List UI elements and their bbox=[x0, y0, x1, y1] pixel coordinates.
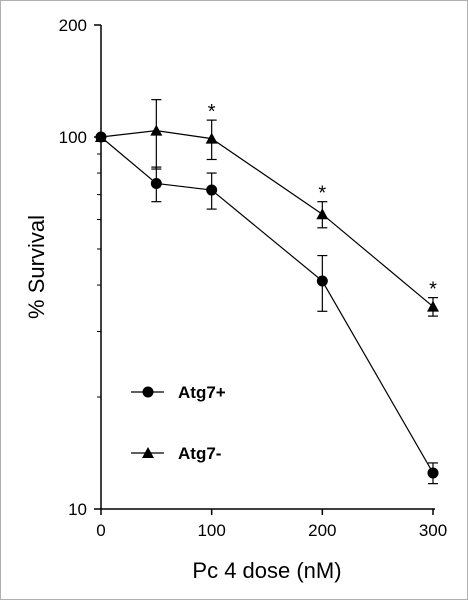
x-tick-label: 100 bbox=[197, 521, 225, 540]
data-point bbox=[316, 275, 328, 287]
series-layer bbox=[95, 99, 439, 485]
data-point bbox=[316, 208, 329, 220]
data-point bbox=[95, 130, 107, 142]
axes bbox=[100, 25, 435, 510]
x-axis-title: Pc 4 dose (nM) bbox=[192, 558, 341, 583]
series-line bbox=[100, 136, 434, 474]
series-line bbox=[100, 130, 434, 308]
annotations-layer: * * * bbox=[208, 101, 437, 300]
significance-asterisk: * bbox=[429, 279, 437, 301]
legend-marker bbox=[142, 386, 154, 398]
data-point bbox=[427, 467, 439, 479]
legend-label: Atg7+ bbox=[178, 383, 226, 402]
y-tick-label: 100 bbox=[59, 128, 87, 147]
y-axis-title: % Survival bbox=[24, 215, 49, 319]
legend-marker bbox=[142, 447, 154, 458]
x-tick-label: 300 bbox=[419, 521, 447, 540]
y-tick-label: 200 bbox=[59, 16, 87, 35]
x-tick-label: 200 bbox=[308, 521, 336, 540]
x-ticks: 0 100 200 300 bbox=[96, 509, 447, 540]
x-tick-label: 0 bbox=[96, 521, 105, 540]
data-point bbox=[150, 177, 162, 189]
legend: Atg7+ Atg7- bbox=[131, 383, 226, 463]
data-point bbox=[427, 300, 439, 312]
significance-asterisk: * bbox=[318, 183, 326, 205]
series-atg7- bbox=[95, 131, 439, 485]
data-point bbox=[206, 184, 218, 196]
significance-asterisk: * bbox=[208, 101, 216, 123]
series-atg7- bbox=[95, 99, 439, 317]
data-point bbox=[150, 124, 163, 136]
legend-label: Atg7- bbox=[178, 444, 221, 463]
data-point bbox=[205, 132, 218, 144]
y-tick-label: 10 bbox=[68, 500, 87, 519]
y-ticks: 10 100 200 bbox=[59, 16, 101, 519]
